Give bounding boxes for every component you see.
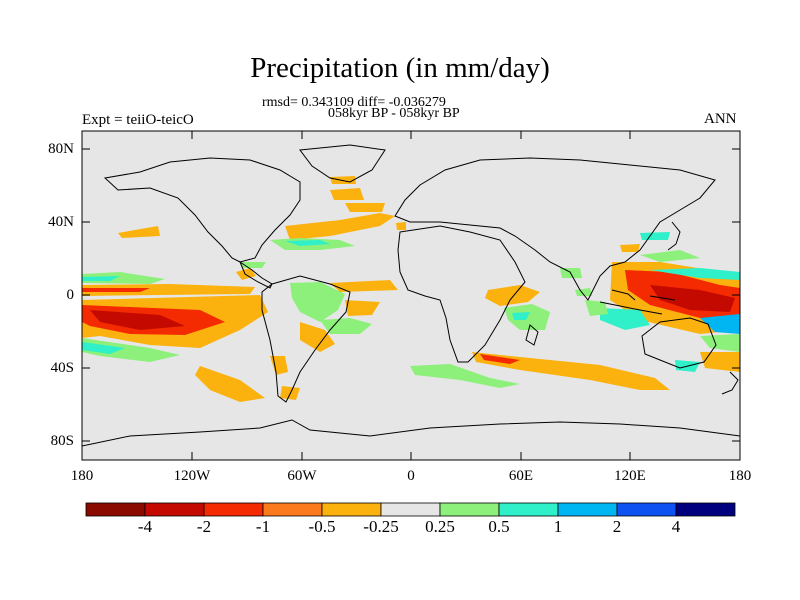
map-frame bbox=[81, 130, 741, 461]
coastlines bbox=[81, 144, 741, 447]
lat-tick-80n: 80N bbox=[48, 141, 74, 157]
anomaly-greenland-orange bbox=[330, 176, 356, 184]
colorbar-swatch bbox=[144, 502, 205, 517]
anomaly-indonesia-green bbox=[585, 300, 608, 316]
antarctica-coast bbox=[81, 419, 741, 447]
colorbar-label-neg0p5: -0.5 bbox=[308, 517, 336, 536]
anomaly-natl-orange-3 bbox=[345, 203, 385, 212]
stats-subtitle: rmsd= 0.343109 diff= -0.036279 bbox=[262, 95, 446, 110]
anomaly-itcz-orange bbox=[82, 284, 255, 296]
anomaly-north-pacific-orange bbox=[118, 226, 160, 238]
anomaly-south-indian-orange bbox=[472, 352, 670, 390]
anomaly-brazil-orange bbox=[300, 322, 335, 352]
anomaly-spcz-green bbox=[700, 334, 740, 352]
anomaly-southatl-green bbox=[320, 318, 372, 334]
colorbar-label-neg4: -4 bbox=[137, 517, 153, 536]
australia-coast bbox=[641, 317, 717, 369]
anomaly-iberia-orange bbox=[396, 222, 406, 230]
colorbar-label-0p25: 0.25 bbox=[425, 517, 455, 536]
colorbar-swatch bbox=[498, 502, 559, 517]
south-america-coast bbox=[261, 275, 351, 403]
anomaly-amazon-green bbox=[290, 282, 345, 322]
lat-tick-40s: 40S bbox=[50, 360, 74, 376]
colorbar-label-neg0p25: -0.25 bbox=[363, 517, 399, 536]
colorbar-swatch bbox=[203, 502, 264, 517]
lon-tick-180e: 180 bbox=[728, 468, 752, 484]
colorbar-swatch bbox=[262, 502, 323, 517]
colorbar-swatch bbox=[616, 502, 677, 517]
colorbar-swatch bbox=[439, 502, 500, 517]
new-zealand-coast bbox=[721, 371, 739, 395]
japan-coast bbox=[667, 221, 681, 251]
anomaly-india-green bbox=[575, 288, 592, 296]
madagascar-coast bbox=[525, 324, 539, 346]
colorbar-label-1: 1 bbox=[553, 517, 563, 536]
colorbar-label-neg1: -1 bbox=[255, 517, 271, 536]
anomaly-south-indian-green bbox=[410, 364, 520, 388]
north-america-coast bbox=[103, 157, 301, 263]
season-label: ANN bbox=[704, 111, 737, 127]
greenland-coast bbox=[299, 144, 386, 183]
map-title: Precipitation (in mm/day) bbox=[250, 52, 550, 84]
anomaly-pac-cyan-n bbox=[82, 276, 120, 281]
anomaly-indonesia-cyan bbox=[600, 308, 650, 330]
central-america-coast bbox=[238, 260, 273, 289]
anomaly-sa-orange bbox=[345, 300, 380, 316]
anomaly-argentina-orange bbox=[270, 356, 288, 375]
anomaly-spcz-orange bbox=[700, 352, 740, 372]
anomaly-south-pacific-orange bbox=[195, 366, 265, 402]
colorbar bbox=[85, 502, 736, 517]
anomaly-east-pacific-dark bbox=[90, 310, 185, 330]
colorbar-label-2: 2 bbox=[612, 517, 622, 536]
colorbar-swatch bbox=[557, 502, 618, 517]
period-subtitle: 058kyr BP - 058kyr BP bbox=[328, 106, 460, 121]
experiment-label: Expt = teiiO-teicO bbox=[82, 112, 194, 128]
africa-coast bbox=[397, 225, 526, 363]
colorbar-label-4: 4 bbox=[671, 517, 681, 536]
anomaly-coral-blue bbox=[700, 314, 740, 334]
anomaly-wpac-cyan bbox=[650, 268, 740, 280]
anomaly-natl-orange-2 bbox=[330, 188, 364, 200]
anomaly-africa-orange bbox=[485, 285, 540, 306]
anomaly-japan-cyan bbox=[640, 232, 670, 240]
precip-anomaly-fields bbox=[82, 176, 740, 402]
colorbar-label-neg2: -2 bbox=[196, 517, 212, 536]
anomaly-natl-cyan bbox=[285, 240, 330, 246]
lon-tick-120e: 120E bbox=[614, 468, 646, 484]
colorbar-swatch bbox=[85, 502, 146, 517]
lon-tick-60w: 60W bbox=[287, 468, 317, 484]
anomaly-mexico-orange bbox=[236, 268, 256, 280]
anomaly-china-orange bbox=[620, 244, 640, 252]
anomaly-pac-green-s bbox=[82, 338, 180, 362]
anomaly-natl-orange-1 bbox=[285, 213, 395, 240]
colorbar-swatch bbox=[675, 502, 736, 517]
anomaly-itcz-red bbox=[82, 288, 150, 292]
indonesia-coast bbox=[599, 289, 676, 315]
anomaly-indian-cyan bbox=[512, 312, 530, 320]
eurasia-coast bbox=[394, 157, 716, 301]
lat-tick-0: 0 bbox=[66, 287, 75, 303]
colorbar-swatch bbox=[321, 502, 382, 517]
anomaly-south-indian-red bbox=[480, 354, 520, 364]
lat-tick-80s: 80S bbox=[50, 433, 74, 449]
colorbar-swatch bbox=[380, 502, 441, 517]
lon-tick-60e: 60E bbox=[508, 468, 534, 484]
anomaly-wpac-green-n bbox=[640, 250, 700, 262]
lat-tick-40n: 40N bbox=[48, 214, 74, 230]
anomaly-wpac-dark bbox=[650, 285, 735, 312]
lon-tick-180w: 180 bbox=[70, 468, 94, 484]
anomaly-atl-itcz-orange bbox=[330, 280, 398, 292]
anomaly-pac-cyan-s bbox=[82, 342, 125, 354]
colorbar-label-0p5: 0.5 bbox=[488, 517, 510, 536]
lon-tick-0: 0 bbox=[407, 468, 415, 484]
lon-tick-120w: 120W bbox=[173, 468, 211, 484]
